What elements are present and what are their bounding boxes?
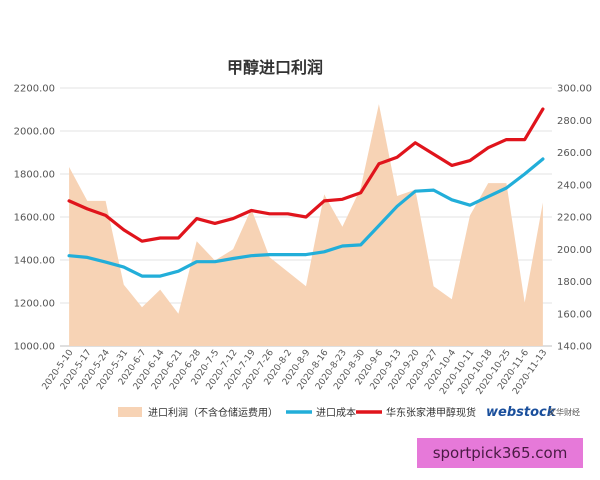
data-point: [104, 214, 107, 217]
line-series: [67, 107, 545, 278]
data-point: [250, 209, 253, 212]
data-point: [377, 224, 381, 227]
data-point: [159, 274, 162, 278]
data-point: [195, 217, 198, 220]
data-point: [323, 250, 326, 254]
x-axis-ticks: 2020-5-102020-5-172020-5-242020-5-312020…: [41, 348, 550, 397]
data-point: [104, 260, 107, 264]
watermark: sportpick365.com: [417, 438, 583, 468]
gridlines: [60, 87, 552, 347]
data-point: [468, 159, 472, 162]
right-tick-label: 240.00: [557, 180, 592, 191]
data-point: [67, 254, 71, 257]
right-tick-label: 140.00: [557, 342, 592, 353]
data-point: [177, 269, 180, 273]
logo-subtext: 文华财经: [548, 407, 580, 417]
right-tick-label: 260.00: [557, 148, 592, 159]
data-point: [523, 138, 526, 141]
legend-swatch: [118, 407, 142, 417]
right-tick-label: 220.00: [557, 213, 592, 224]
area-series-fill: [69, 104, 543, 346]
data-point: [377, 162, 381, 165]
data-point: [231, 257, 235, 260]
right-tick-label: 200.00: [557, 245, 592, 256]
legend-label: 进口成本: [316, 406, 356, 419]
data-point: [487, 146, 490, 149]
data-point: [395, 156, 399, 159]
logo-text: webstock: [486, 405, 557, 420]
data-point: [541, 107, 545, 111]
data-point: [341, 244, 344, 248]
left-tick-label: 1000.00: [14, 342, 55, 353]
data-point: [231, 217, 235, 220]
right-axis-ticks: 140.00 160.00 180.00 200.00 220.00 240.00 260.…: [557, 84, 592, 353]
area-series: [69, 104, 543, 346]
data-point: [304, 253, 308, 256]
left-tick-label: 2200.00: [14, 84, 55, 95]
left-tick-label: 2000.00: [14, 127, 55, 138]
data-point: [250, 254, 253, 257]
data-point: [432, 188, 435, 192]
data-point: [140, 239, 144, 243]
left-tick-label: 1600.00: [14, 213, 55, 224]
data-point: [323, 199, 326, 203]
data-point: [414, 141, 417, 145]
right-tick-label: 280.00: [557, 116, 592, 127]
left-tick-label: 1200.00: [14, 299, 55, 310]
legend-label: 进口利润（不含仓储运费用）: [148, 406, 278, 419]
data-point: [268, 212, 271, 215]
data-point: [468, 203, 472, 207]
data-point: [213, 222, 217, 225]
data-point: [122, 265, 125, 269]
data-point: [505, 138, 508, 141]
data-point: [505, 186, 508, 190]
right-tick-label: 180.00: [557, 277, 592, 288]
data-point: [432, 152, 435, 156]
data-point: [286, 253, 289, 256]
webstock-logo: webstock 文华财经: [486, 405, 580, 420]
data-point: [541, 157, 545, 161]
data-point: [86, 207, 89, 211]
data-point: [67, 199, 71, 203]
data-point: [414, 190, 417, 193]
data-point: [195, 260, 198, 263]
right-tick-label: 160.00: [557, 309, 592, 320]
left-tick-label: 1800.00: [14, 170, 55, 181]
data-point: [359, 243, 362, 247]
legend-label: 华东张家港甲醇现货: [386, 406, 476, 419]
data-point: [450, 164, 453, 167]
data-point: [359, 191, 362, 195]
left-axis-ticks: 1000.00 1200.00 1400.00 1600.00 1800.00 2000.…: [14, 84, 55, 353]
legend: 进口利润（不含仓储运费用） 进口成本 华东张家港甲醇现货: [118, 406, 476, 419]
data-point: [122, 228, 125, 232]
data-point: [86, 256, 89, 259]
data-point: [523, 172, 526, 176]
data-point: [213, 260, 217, 263]
data-point: [268, 253, 271, 256]
right-tick-label: 300.00: [557, 84, 592, 95]
data-point: [177, 236, 180, 240]
chart-title: 甲醇进口利润: [227, 58, 323, 77]
data-point: [395, 205, 399, 208]
data-point: [487, 195, 490, 198]
data-point: [450, 198, 453, 201]
data-point: [140, 274, 144, 278]
data-point: [341, 198, 344, 201]
data-point: [286, 212, 289, 215]
data-point: [159, 236, 162, 240]
data-point: [304, 215, 308, 219]
left-tick-label: 1400.00: [14, 256, 55, 267]
